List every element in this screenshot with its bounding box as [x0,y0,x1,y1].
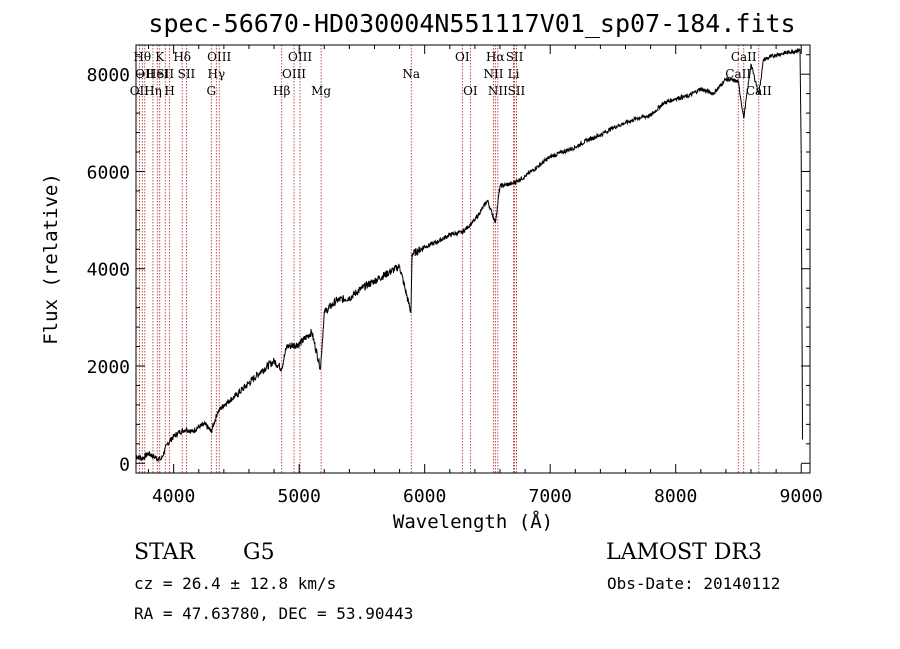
line-label: Mg [311,84,331,98]
line-label: K [155,50,165,64]
object-subclass: G5 [243,540,275,565]
line-label: Hγ [208,67,226,81]
coordinates: RA = 47.63780, DEC = 53.90443 [134,604,414,623]
line-label: SII [178,67,196,81]
line-label: CaII [725,67,751,81]
line-label: OII [130,84,150,98]
line-label: OIII [207,50,231,64]
plot-frame [135,44,811,474]
spectrum-layer [135,48,804,463]
line-label: G [207,84,217,98]
line-label: Hα [486,50,505,64]
observation-date: Obs-Date: 20140112 [607,574,781,593]
object-type: STAR [134,540,195,565]
x-axis-label: Wavelength (Å) [393,510,553,533]
line-label: Li [508,67,520,81]
y-tick-label: 0 [119,454,130,475]
line-label: HeI [146,67,169,81]
x-tick-label: 8000 [654,486,697,507]
chart-title: spec-56670-HD030004N551117V01_sp07-184.f… [148,9,795,38]
line-label: Hθ [133,50,151,64]
y-axis-ticks: 0 2000 4000 6000 8000 [87,54,810,475]
spectral-line-markers [138,45,760,473]
line-label: OI [463,84,478,98]
line-label: SII [156,67,174,81]
line-label: Hβ [273,84,290,98]
line-label: Hδ [173,50,191,64]
x-tick-label: 9000 [780,486,823,507]
line-label: NII [483,67,503,81]
y-tick-label: 4000 [87,260,130,281]
line-label: SII [506,50,524,64]
x-tick-label: 7000 [529,486,572,507]
line-label: OIII [288,50,312,64]
line-label: CaII [731,50,757,64]
line-label: Na [402,67,420,81]
line-label: OI [455,50,470,64]
spectral-line-labels: OIIHθOIIHηHeIKSIIHHδSIIGHγOIIIHβOIIIOIII… [130,50,772,98]
line-label: SII [508,84,526,98]
y-axis-label: Flux (relative) [40,173,62,345]
x-axis-ticks: 4000 5000 6000 7000 8000 9000 [148,45,823,507]
x-tick-label: 5000 [277,486,320,507]
line-label: H [164,84,174,98]
survey-name: LAMOST DR3 [606,540,762,565]
line-label: NII [488,84,508,98]
y-tick-label: 6000 [87,162,130,183]
y-tick-label: 8000 [87,65,130,86]
line-label: Hη [144,84,162,98]
x-tick-label: 4000 [152,486,195,507]
x-tick-label: 6000 [403,486,446,507]
redshift-value: cz = 26.4 ± 12.8 km/s [134,574,337,593]
spectrum-line [135,48,803,463]
line-label: OIII [282,67,306,81]
y-tick-label: 2000 [87,357,130,378]
